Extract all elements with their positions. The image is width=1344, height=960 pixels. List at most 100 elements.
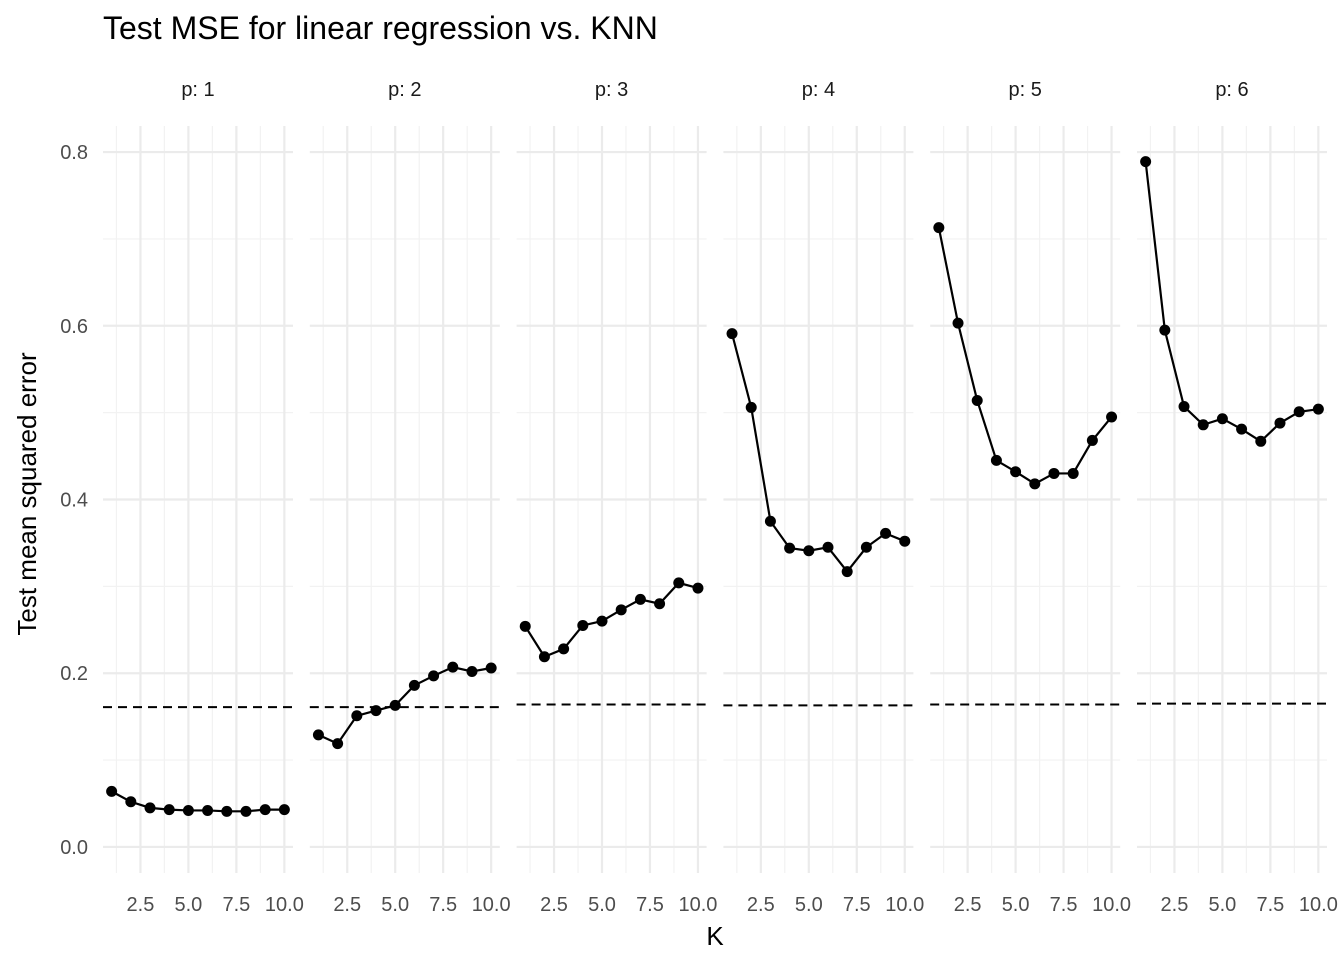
knn-mse-point	[692, 582, 704, 594]
facet-panel: p: 2 2.5 5.0 7.5 10.0	[309, 79, 511, 916]
x-axis-title: K	[706, 921, 724, 951]
x-tick-label: 5.0	[795, 894, 823, 916]
knn-mse-point	[1312, 403, 1324, 415]
knn-mse-line	[317, 665, 492, 745]
facet-label: p: 6	[1215, 79, 1248, 101]
knn-mse-point	[163, 804, 175, 816]
knn-mse-point	[408, 679, 420, 691]
facet-panel: p: 3 2.5 5.0 7.5 10.0	[516, 79, 717, 916]
knn-mse-point	[615, 604, 627, 616]
knn-mse-point	[202, 804, 214, 816]
knn-mse-point	[860, 541, 872, 553]
facet-panel: p: 1 2.5 5.0 7.5 10.0	[103, 79, 304, 916]
knn-mse-point	[278, 804, 290, 816]
facet-panel: p: 5 2.5 5.0 7.5 10.0	[930, 79, 1131, 916]
knn-mse-point	[596, 615, 608, 627]
x-tick-label: 2.5	[1161, 894, 1189, 916]
knn-mse-point	[106, 785, 118, 797]
facet-panels: p: 1 2.5 5.0 7.5 10.0 p: 2 2.5 5.0 7.5 10.0 p: 3 2.…	[103, 79, 1338, 916]
knn-mse-point	[1216, 413, 1228, 425]
x-tick-label: 2.5	[954, 894, 982, 916]
x-tick-label: 7.5	[636, 894, 664, 916]
knn-mse-point	[558, 643, 570, 655]
knn-mse-point	[952, 317, 964, 329]
facet-label: p: 4	[802, 79, 835, 101]
knn-mse-point	[428, 670, 440, 682]
knn-mse-point	[673, 577, 685, 589]
knn-mse-point	[803, 545, 815, 557]
facet-label: p: 5	[1009, 79, 1042, 101]
y-tick-label: 0.0	[60, 837, 88, 859]
knn-mse-point	[764, 515, 776, 527]
knn-mse-point	[1067, 467, 1079, 479]
knn-mse-line	[524, 581, 699, 659]
facet-panel: p: 4 2.5 5.0 7.5 10.0	[723, 79, 924, 916]
knn-mse-point	[726, 328, 738, 340]
knn-mse-point	[880, 527, 892, 539]
knn-mse-line	[1144, 161, 1319, 443]
knn-mse-point	[1010, 466, 1022, 478]
x-tick-label: 10.0	[1299, 894, 1338, 916]
knn-mse-point	[933, 222, 945, 234]
x-tick-label: 10.0	[265, 894, 304, 916]
x-tick-label: 5.0	[588, 894, 616, 916]
y-axis-title: Test mean squared error	[12, 352, 42, 636]
knn-mse-point	[990, 454, 1002, 466]
x-tick-label: 7.5	[1050, 894, 1078, 916]
knn-mse-point	[1048, 467, 1060, 479]
x-tick-label: 5.0	[381, 894, 409, 916]
knn-mse-point	[745, 401, 757, 413]
knn-mse-point	[332, 738, 344, 750]
knn-mse-point	[1106, 411, 1118, 423]
facet-label: p: 1	[181, 79, 214, 101]
x-tick-label: 2.5	[127, 894, 155, 916]
knn-mse-point	[654, 598, 666, 610]
knn-mse-point	[1159, 324, 1171, 336]
knn-mse-point	[182, 804, 194, 816]
knn-mse-line	[937, 227, 1113, 486]
knn-mse-point	[370, 705, 382, 717]
knn-mse-point	[221, 805, 233, 817]
facet-panel: p: 6 2.5 5.0 7.5 10.0	[1137, 79, 1338, 916]
facet-label: p: 3	[595, 79, 628, 101]
y-tick-labels: 0.0 0.2 0.4 0.6 0.8	[60, 142, 88, 859]
knn-mse-point	[1178, 401, 1190, 413]
x-tick-label: 10.0	[678, 894, 717, 916]
knn-mse-point	[144, 802, 156, 814]
x-tick-label: 2.5	[747, 894, 775, 916]
x-tick-label: 7.5	[222, 894, 250, 916]
x-tick-label: 5.0	[1002, 894, 1030, 916]
knn-mse-point	[538, 651, 550, 663]
knn-mse-point	[899, 535, 911, 547]
knn-mse-point	[1274, 417, 1286, 429]
knn-mse-point	[1255, 435, 1267, 447]
y-tick-label: 0.2	[60, 663, 88, 685]
knn-mse-point	[485, 662, 497, 674]
knn-mse-point	[971, 394, 983, 406]
knn-mse-point	[577, 619, 589, 631]
y-tick-label: 0.4	[60, 490, 88, 512]
knn-mse-point	[1029, 478, 1041, 490]
knn-mse-point	[822, 541, 834, 553]
y-tick-label: 0.6	[60, 316, 88, 338]
knn-mse-point	[1197, 419, 1209, 431]
knn-mse-point	[125, 796, 137, 808]
knn-mse-point	[1140, 156, 1152, 168]
x-tick-label: 7.5	[1256, 894, 1284, 916]
knn-mse-point	[519, 620, 531, 632]
knn-mse-point	[259, 804, 271, 816]
x-tick-label: 7.5	[429, 894, 457, 916]
knn-mse-point	[634, 593, 646, 605]
knn-mse-point	[351, 710, 363, 722]
knn-mse-point	[1293, 406, 1305, 418]
y-tick-label: 0.8	[60, 142, 88, 164]
x-tick-label: 7.5	[843, 894, 871, 916]
knn-mse-point	[312, 729, 324, 741]
knn-mse-point	[784, 542, 796, 554]
knn-mse-line	[111, 790, 285, 813]
x-tick-label: 5.0	[1208, 894, 1236, 916]
x-tick-label: 10.0	[885, 894, 924, 916]
x-tick-label: 2.5	[333, 894, 361, 916]
knn-mse-line	[730, 333, 906, 574]
